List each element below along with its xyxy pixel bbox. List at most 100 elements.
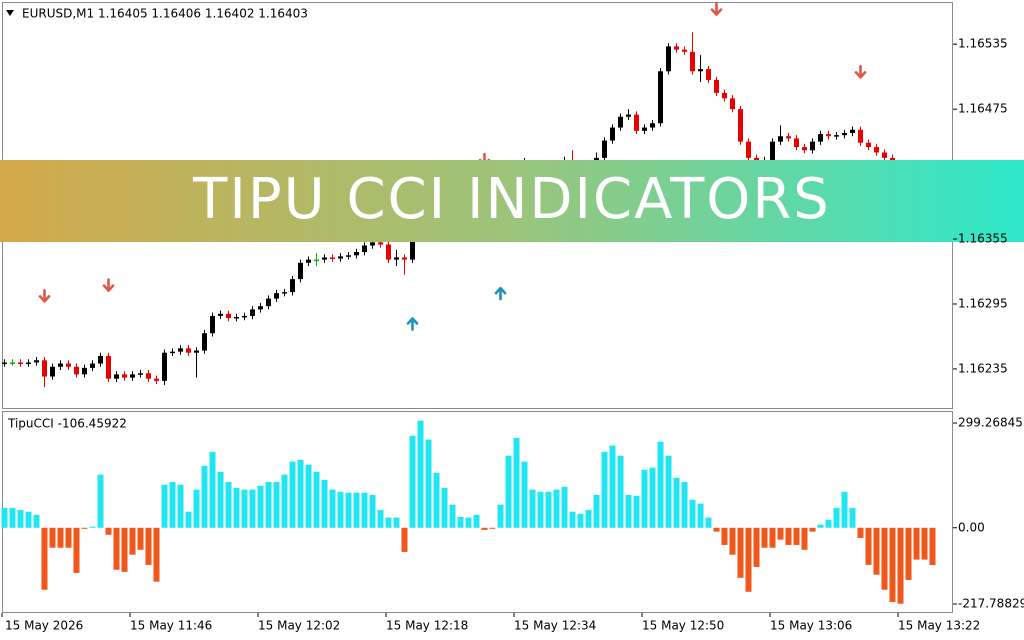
cci-bar xyxy=(817,524,824,528)
candle-body xyxy=(866,142,871,148)
cci-bar xyxy=(617,455,624,528)
y-tick-label: 1.16535 xyxy=(958,37,1008,51)
cci-bar xyxy=(609,445,616,528)
cci-bar xyxy=(1,507,8,528)
cci-bar xyxy=(193,489,200,528)
cci-bar xyxy=(289,461,296,528)
cci-bar xyxy=(361,492,368,528)
candle-body xyxy=(842,132,847,136)
y-tick-label: 1.16475 xyxy=(958,102,1008,116)
candle-body xyxy=(26,362,31,364)
candle-body xyxy=(722,92,727,99)
candle-body xyxy=(18,362,23,364)
cci-bar xyxy=(777,527,784,540)
candle-body xyxy=(82,367,87,375)
candle-body xyxy=(170,351,175,354)
candle-body xyxy=(770,141,775,161)
candle-body xyxy=(826,134,831,137)
cci-bar xyxy=(753,527,760,567)
candle-body xyxy=(690,51,695,72)
candle-body xyxy=(74,366,79,375)
candle-body xyxy=(250,309,255,316)
candle-body xyxy=(602,140,607,158)
candle-body xyxy=(642,127,647,131)
cci-bar xyxy=(273,481,280,528)
cci-bar xyxy=(161,484,168,528)
cci-bar xyxy=(241,489,248,528)
cci-bar xyxy=(337,491,344,528)
cci-bar xyxy=(385,517,392,528)
cci-bar xyxy=(513,437,520,528)
candle-body xyxy=(850,129,855,133)
candle-body xyxy=(42,360,47,377)
candle-body xyxy=(234,316,239,319)
candle-body xyxy=(882,152,887,158)
candle-body xyxy=(706,69,711,80)
candle-body xyxy=(786,136,791,139)
candle-body xyxy=(626,114,631,117)
cci-bar xyxy=(793,527,800,545)
cci-bar xyxy=(545,491,552,528)
cci-bar xyxy=(641,469,648,528)
buy-arrow xyxy=(406,317,419,331)
cci-bar xyxy=(449,504,456,528)
cci-bar xyxy=(153,527,160,582)
candle-body xyxy=(122,374,127,378)
candle-body xyxy=(162,352,167,381)
candle-body xyxy=(226,313,231,319)
cci-bar xyxy=(41,527,48,590)
cci-bar xyxy=(401,527,408,552)
candle-body xyxy=(210,315,215,334)
cci-bar xyxy=(465,517,472,528)
cci-bar xyxy=(57,527,64,548)
cci-bar xyxy=(809,527,816,532)
cci-bar xyxy=(25,511,32,528)
cci-bar xyxy=(209,451,216,528)
cci-bar xyxy=(249,489,256,528)
y-tick-label: 299.26845 xyxy=(958,416,1023,430)
cci-bar xyxy=(225,481,232,528)
cci-bar xyxy=(553,489,560,528)
cci-bar xyxy=(233,487,240,528)
candle-body xyxy=(90,363,95,368)
cci-bar xyxy=(521,461,528,528)
candle-body xyxy=(178,348,183,352)
x-tick-label: 15 May 12:34 xyxy=(514,619,596,633)
cci-bar xyxy=(297,459,304,528)
y-tick-label: 1.16295 xyxy=(958,297,1008,311)
candle-body xyxy=(682,49,687,52)
cci-bar xyxy=(257,485,264,528)
candle-body xyxy=(298,262,303,280)
cci-bar xyxy=(721,527,728,545)
y-tick-label: -217.78829 xyxy=(958,597,1024,611)
candle-body xyxy=(386,244,391,260)
cci-bar xyxy=(481,527,488,530)
cci-bar xyxy=(265,481,272,528)
plot-area xyxy=(1,2,936,604)
cci-bar xyxy=(745,527,752,592)
cci-bar xyxy=(185,511,192,528)
candle-body xyxy=(266,298,271,307)
y-tick-label: 1.16355 xyxy=(958,232,1008,246)
candle-body xyxy=(802,147,807,151)
cci-bar xyxy=(89,526,96,528)
candle-body xyxy=(50,366,55,377)
cci-bar xyxy=(601,451,608,528)
cci-bar xyxy=(145,527,152,565)
candle-body xyxy=(714,79,719,93)
candle-body xyxy=(114,374,119,379)
candle-body xyxy=(338,256,343,259)
cci-bar xyxy=(305,464,312,528)
sell-arrow xyxy=(102,278,115,292)
cci-bar xyxy=(201,465,208,528)
cci-bar xyxy=(129,527,136,555)
cci-bar xyxy=(697,503,704,528)
cci-bar xyxy=(681,481,688,528)
cci-bar xyxy=(97,474,104,528)
cci-bar xyxy=(425,439,432,528)
candle-body xyxy=(98,355,103,364)
candle-body xyxy=(858,129,863,143)
cci-bar xyxy=(705,517,712,528)
